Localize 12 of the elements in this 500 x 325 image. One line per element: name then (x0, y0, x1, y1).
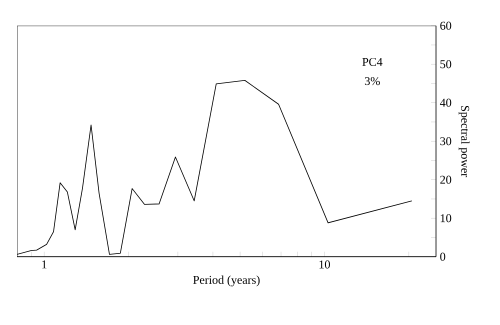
x-axis-title: Period (years) (193, 276, 260, 286)
annotation: PC4 (362, 58, 382, 66)
y-tick-label: 30 (440, 137, 452, 146)
y-tick-label: 50 (440, 60, 452, 68)
y-tick-label: 10 (440, 214, 452, 222)
y-tick-label: 40 (440, 98, 452, 107)
y-axis-title: Spectral power (458, 106, 470, 178)
y-tick-label: 60 (440, 22, 452, 30)
annotation: 3% (364, 77, 380, 86)
y-tick-label: 20 (440, 176, 452, 184)
x-tick-label: 1 (42, 260, 46, 268)
y-tick-label: 0 (440, 252, 446, 261)
